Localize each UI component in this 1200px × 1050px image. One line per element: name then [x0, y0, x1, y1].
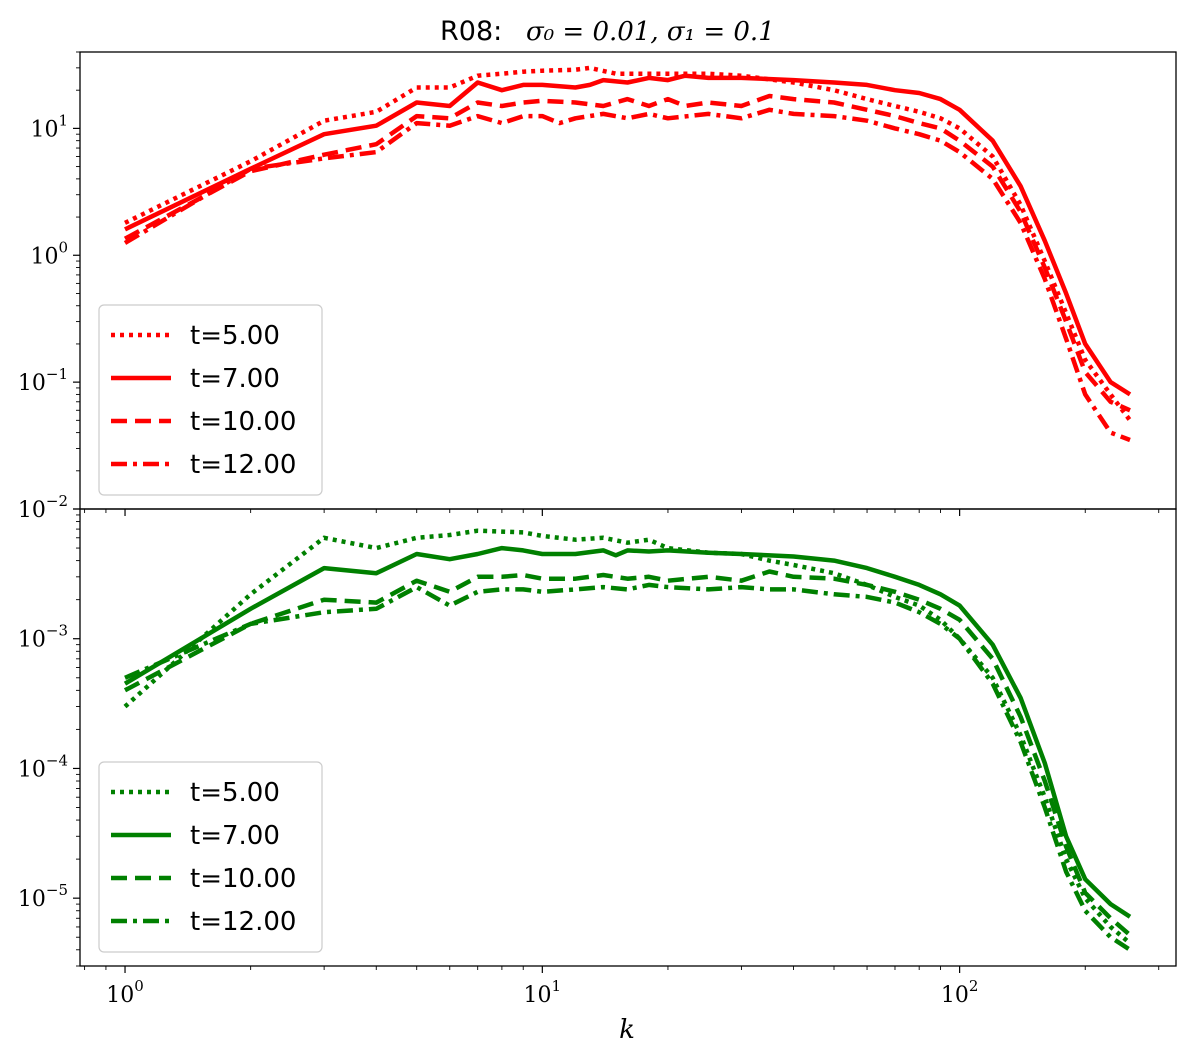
- legend-label: t=5.00: [190, 778, 280, 808]
- legend-label: t=7.00: [190, 821, 280, 851]
- y-tick-label: 10−4: [18, 751, 68, 782]
- bottom-panel: 10−3 10−4 10−5 100 101 102 t=5.00 t=7.00 t=10.00…: [18, 508, 1177, 1008]
- legend: t=5.00 t=7.00 t=10.00 t=12.00: [98, 304, 323, 496]
- x-tick-label: 100: [106, 977, 144, 1008]
- series-line-solid: [124, 73, 1132, 397]
- series-line-solid: [123, 545, 1132, 919]
- legend-box: [98, 304, 323, 496]
- plot-frame: [79, 508, 1177, 967]
- legend: t=5.00 t=7.00 t=10.00 t=12.00: [98, 761, 323, 953]
- chart-title: R08: σ₀ = 0.01, σ₁ = 0.1: [440, 16, 775, 47]
- x-tick-label: 102: [941, 977, 979, 1008]
- x-axis-label: k: [619, 1015, 635, 1045]
- y-tick-label: 100: [30, 238, 68, 269]
- legend-label: t=5.00: [190, 321, 280, 351]
- y-tick-label: 10−5: [18, 881, 68, 912]
- series-line-dashed: [123, 569, 1132, 937]
- legend-label: t=7.00: [190, 364, 280, 394]
- title-math: σ₀ = 0.01, σ₁ = 0.1: [526, 17, 775, 47]
- series-line-dashdot: [123, 107, 1131, 443]
- legend-label: t=10.00: [190, 407, 296, 437]
- legend-label: t=12.00: [190, 450, 296, 480]
- series-line-dashed: [123, 93, 1131, 413]
- top-panel: 101 100 10−1 10−2 t=5.00 t=7.00 t=10.00 t=12.00: [18, 51, 1177, 523]
- title-prefix: R08:: [440, 16, 502, 47]
- legend-label: t=12.00: [190, 907, 296, 937]
- y-tick-label: 101: [30, 111, 68, 142]
- x-tick-label: 101: [524, 977, 562, 1008]
- legend-box: [98, 761, 323, 953]
- legend-label: t=10.00: [190, 864, 296, 894]
- y-tick-label: 10−1: [18, 365, 68, 396]
- y-tick-label: 10−3: [18, 622, 68, 653]
- y-tick-label: 10−2: [18, 492, 68, 523]
- series-line-dashdot: [124, 582, 1132, 952]
- series-line-dotted: [124, 65, 1132, 422]
